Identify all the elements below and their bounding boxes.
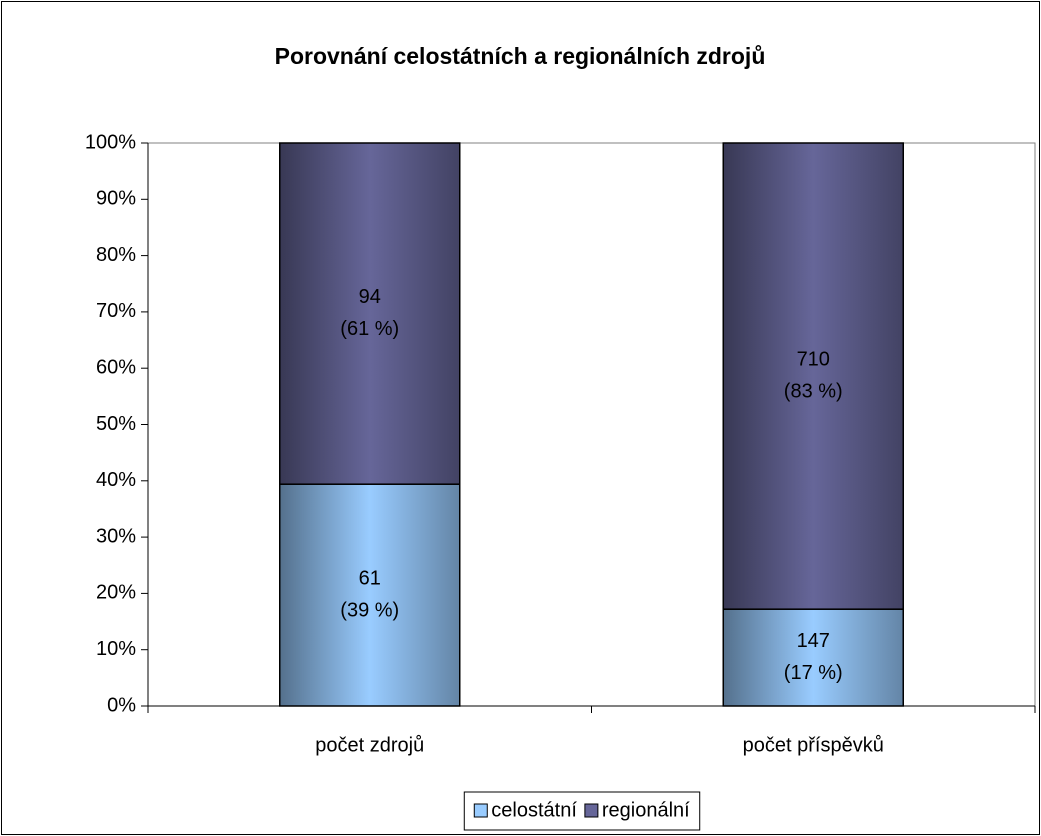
y-tick-label: 10%: [96, 638, 136, 660]
data-label: (83 %): [784, 380, 843, 402]
data-label: (61 %): [340, 318, 399, 340]
y-tick-label: 100%: [85, 131, 136, 153]
y-tick-label: 40%: [96, 469, 136, 491]
legend-swatch: [473, 803, 488, 818]
y-tick-label: 60%: [96, 356, 136, 378]
legend-box: [463, 791, 701, 831]
y-tick-label: 0%: [107, 694, 136, 716]
y-tick-label: 90%: [96, 188, 136, 210]
legend-label: regionální: [602, 799, 690, 821]
data-label: 61: [359, 567, 381, 589]
y-tick-label: 70%: [96, 300, 136, 322]
x-tick-label: počet příspěvků: [743, 734, 884, 756]
data-label: 147: [797, 630, 830, 652]
legend-swatch: [584, 803, 599, 818]
y-tick-label: 80%: [96, 244, 136, 266]
y-tick-label: 20%: [96, 582, 136, 604]
data-label: 94: [359, 286, 381, 308]
bar-shading: [279, 142, 461, 485]
y-tick-label: 30%: [96, 525, 136, 547]
y-tick-label: 50%: [96, 413, 136, 435]
legend-label: celostátní: [491, 799, 577, 821]
data-label: 710: [797, 348, 830, 370]
data-label: (17 %): [784, 662, 843, 684]
bar-shading: [722, 142, 904, 610]
data-label: (39 %): [340, 599, 399, 621]
bar-shading: [279, 483, 461, 707]
x-tick-label: počet zdrojů: [315, 734, 424, 756]
chart-title: Porovnání celostátních a regionálních zd…: [275, 43, 766, 69]
bar-shading: [722, 608, 904, 707]
